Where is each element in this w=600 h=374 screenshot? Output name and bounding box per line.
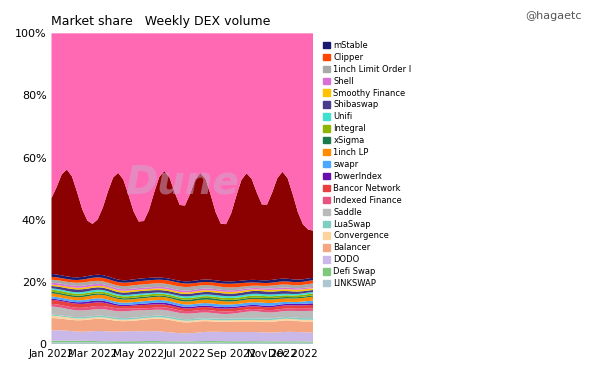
Legend: mStable, Clipper, 1inch Limit Order I, Shell, Smoothy Finance, Shibaswap, Unifi,: mStable, Clipper, 1inch Limit Order I, S…	[320, 37, 415, 291]
Text: @hagaetc: @hagaetc	[526, 11, 582, 21]
Text: Market share   Weekly DEX volume: Market share Weekly DEX volume	[52, 15, 271, 28]
Text: Dune: Dune	[125, 163, 239, 202]
